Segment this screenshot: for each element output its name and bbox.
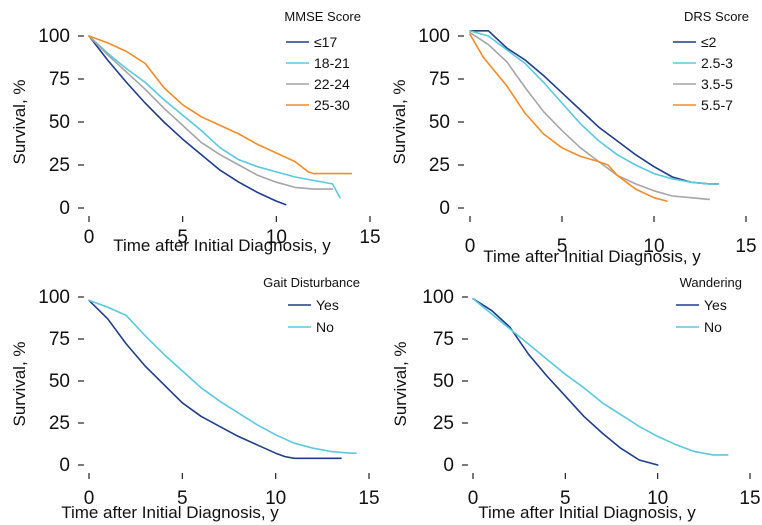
y-tick-label: 25 [49, 155, 70, 176]
x-tick-label: 10 [266, 227, 287, 248]
y-tick-label: 0 [443, 455, 454, 476]
y-tick-label: 75 [429, 69, 450, 90]
x-tick-label: 15 [359, 227, 380, 248]
x-tick-label: 5 [177, 488, 188, 509]
x-tick-label: 5 [557, 236, 568, 257]
y-tick-label: 75 [49, 69, 70, 90]
legend-label: 25-30 [314, 97, 350, 113]
y-tick-label: 0 [439, 198, 450, 219]
legend-label: 22-24 [314, 76, 350, 92]
legend-label: No [316, 319, 334, 335]
x-axis-title: Time after Initial Diagnosis, y [478, 503, 696, 522]
y-tick-label: 50 [429, 112, 450, 133]
plot-area: 0 25 50 75 100 0 5 10 15 ≤17 18-21 22-24 25-30 [38, 26, 380, 248]
y-tick-label: 25 [49, 413, 70, 434]
x-tick-label: 0 [84, 488, 95, 509]
y-tick-label: 0 [59, 455, 70, 476]
series-line [472, 297, 659, 466]
x-tick-label: 15 [735, 236, 756, 257]
x-tick-label: 0 [468, 488, 479, 509]
x-tick-label: 10 [647, 488, 668, 509]
y-tick-label: 25 [433, 413, 454, 434]
y-tick-label: 50 [49, 112, 70, 133]
x-tick-label: 10 [643, 236, 664, 257]
series-line [88, 299, 357, 455]
y-tick-label: 50 [49, 371, 70, 392]
legend-label: 2.5-3 [701, 55, 733, 71]
series-line [472, 297, 729, 456]
plot-area: 0 25 50 75 100 0 5 10 15 Yes No [422, 287, 760, 509]
legend-label: ≤17 [314, 34, 337, 50]
series-line [88, 35, 334, 190]
plot-area: 0 25 50 75 100 0 5 10 15 ≤2 2.5-3 3.5-5 5.5-7 [418, 26, 756, 257]
y-axis-title: Survival, % [10, 79, 29, 164]
plot-area: 0 25 50 75 100 0 5 10 15 Yes No [38, 287, 379, 509]
x-tick-label: 15 [739, 488, 760, 509]
legend-label: No [704, 319, 722, 335]
legend-title: Wandering [680, 275, 742, 290]
series-line [88, 35, 287, 206]
x-tick-label: 10 [265, 488, 286, 509]
x-tick-label: 0 [84, 227, 95, 248]
legend-label: ≤2 [701, 34, 717, 50]
legend-title: Gait Disturbance [263, 275, 360, 290]
y-tick-label: 50 [433, 371, 454, 392]
x-tick-label: 15 [358, 488, 379, 509]
x-axis-title: Time after Initial Diagnosis, y [483, 247, 701, 266]
legend-title: MMSE Score [284, 9, 361, 24]
legend-label: 3.5-5 [701, 76, 733, 92]
legend-title: DRS Score [684, 9, 749, 24]
series-line [469, 29, 720, 185]
series-line [469, 31, 711, 201]
y-tick-label: 100 [38, 26, 70, 47]
panel-wandering: Survival, % Time after Initial Diagnosis… [391, 275, 761, 522]
legend-label: Yes [704, 297, 727, 313]
x-tick-label: 5 [560, 488, 571, 509]
series-line [469, 33, 668, 202]
y-tick-label: 25 [429, 155, 450, 176]
y-tick-label: 0 [59, 198, 70, 219]
series-line [469, 29, 720, 185]
panel-drs: Survival, % Time after Initial Diagnosis… [390, 9, 757, 266]
x-tick-label: 0 [465, 236, 476, 257]
x-axis-title: Time after Initial Diagnosis, y [113, 236, 331, 255]
y-axis-title: Survival, % [10, 341, 29, 426]
panel-gait-disturbance: Survival, % Time after Initial Diagnosis… [10, 275, 380, 522]
y-tick-label: 100 [38, 287, 70, 308]
panel-mmse: Survival, % Time after Initial Diagnosis… [10, 9, 381, 255]
y-axis-title: Survival, % [391, 341, 410, 426]
y-tick-label: 75 [49, 329, 70, 350]
y-tick-label: 75 [433, 329, 454, 350]
series-line [88, 35, 353, 175]
y-tick-label: 100 [418, 26, 450, 47]
y-axis-title: Survival, % [390, 79, 409, 164]
x-tick-label: 5 [177, 227, 188, 248]
series-line [88, 299, 342, 460]
legend-label: 5.5-7 [701, 97, 733, 113]
y-tick-label: 100 [422, 287, 454, 308]
legend-label: 18-21 [314, 55, 350, 71]
series-line [88, 35, 341, 199]
x-axis-title: Time after Initial Diagnosis, y [61, 503, 279, 522]
legend-label: Yes [316, 297, 339, 313]
